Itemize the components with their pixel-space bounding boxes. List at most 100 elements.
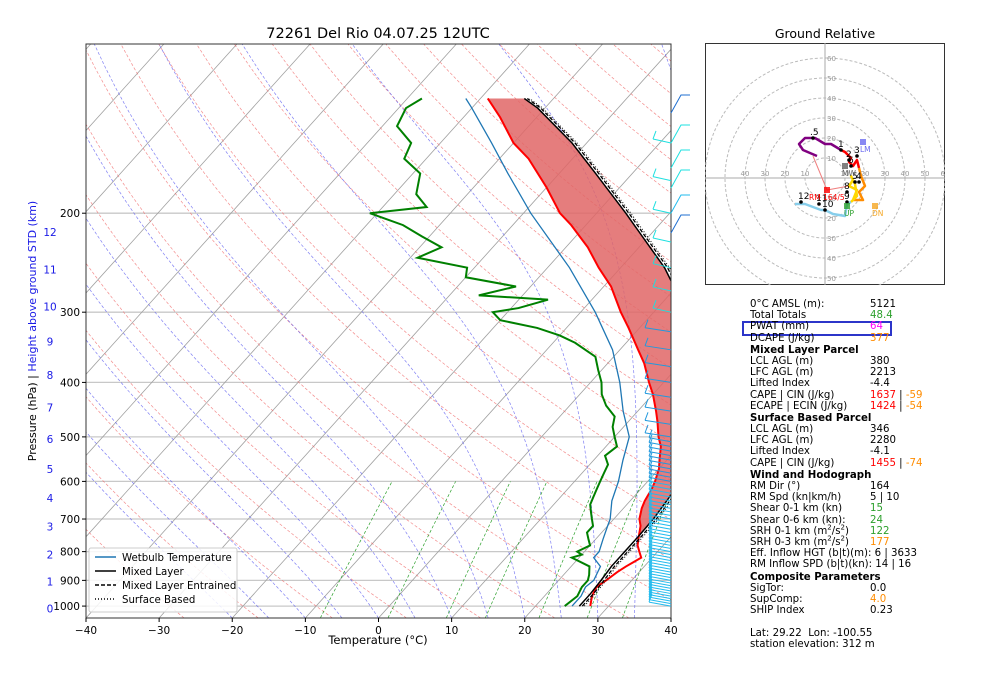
hodograph-point (847, 158, 851, 162)
stat-ml-li: Lifted Index -4.4 (750, 378, 890, 390)
wind-barb (648, 492, 672, 498)
wind-barb (648, 464, 672, 470)
hodograph-ring-label: 50 (921, 170, 930, 178)
profile-dewpoint (369, 97, 619, 607)
stat-srh-01: SRH 0-1 km (m2/s2) 122 (750, 523, 890, 537)
hodograph-ring-label: 30 (827, 115, 836, 123)
wind-barb (648, 573, 672, 579)
wind-barb-flag (644, 424, 649, 434)
hodograph-segment (847, 174, 859, 203)
dry-adiabat (234, 44, 671, 443)
isotherm (86, 44, 530, 538)
x-tick-label: −10 (294, 625, 316, 637)
stat-sigtor: SigTor: 0.0 (750, 582, 887, 594)
stat-value: 5121 (870, 299, 896, 310)
wind-barb (644, 377, 672, 383)
wind-barb (644, 327, 672, 333)
skew-t-chart: 72261 Del Rio 04.07.25 12UTC −40 −30 −20 −1… (26, 26, 690, 647)
wind-barb (648, 591, 672, 597)
wind-barb (652, 263, 672, 269)
wind-barb-flag (648, 523, 653, 533)
isotherm (451, 373, 671, 618)
wind-barb (644, 362, 672, 368)
wind-barbs (644, 94, 690, 607)
wind-barb (648, 517, 672, 523)
mixing-ratio-line (586, 481, 643, 618)
hodograph-segment (853, 167, 867, 202)
pressure-tick-label: 600 (60, 476, 80, 488)
hodograph-point (817, 202, 821, 206)
y-axis-label-pressure: Pressure (hPa) (26, 382, 39, 461)
wind-barb-flag (648, 530, 653, 539)
hodograph-ring-label: 10 (827, 195, 836, 203)
isotherm (670, 617, 671, 618)
wind-barb (648, 559, 672, 565)
wind-barb-flag (648, 554, 653, 563)
wind-barb-flag (652, 278, 657, 288)
hodograph-point (799, 200, 803, 204)
hodograph-marker (844, 203, 850, 209)
wind-barb-flag (652, 229, 657, 239)
wind-barb (648, 594, 672, 600)
y-axis-label-height: Height above ground STD (km) (26, 201, 39, 372)
height-tick-label: 9 (47, 336, 54, 348)
stat-ml-lfc: LFC AGL (m) 2213 (750, 367, 896, 379)
wind-barb (648, 601, 672, 607)
isotherm (86, 44, 457, 457)
pressure-tick-label: 900 (60, 575, 80, 587)
moist-adiabat (351, 44, 599, 618)
hodograph-ring-label: 50 (827, 275, 836, 283)
stat-eff-inflow-hgt: Eff. Inflow HGT (b|t)(m): 6 | 3633 (750, 548, 917, 560)
isotherm (86, 44, 238, 213)
wind-barb-flag (652, 130, 657, 140)
height-tick-label: 3 (47, 522, 54, 534)
hodograph-ring-label: 20 (781, 170, 790, 178)
mixing-ratio-line (484, 481, 548, 618)
moist-adiabat (93, 44, 489, 618)
hodograph-point (849, 164, 853, 168)
x-axis-label: Temperature (°C) (327, 633, 427, 647)
hodograph-point-label: 4 (856, 172, 862, 182)
wind-barb-flag (648, 568, 653, 577)
x-tick-label: −20 (221, 625, 243, 637)
stat-dcape: DCAPE (J/kg) 377 (750, 332, 890, 344)
wind-barb (648, 561, 672, 567)
hodograph-ring-label: 40 (741, 170, 750, 178)
wind-barb-flag (648, 542, 653, 551)
dry-adiabat (120, 44, 671, 560)
wind-barb (648, 521, 672, 527)
hodograph-marker-label: UP (844, 209, 854, 218)
x-tick-label: −30 (148, 625, 170, 637)
moist-adiabat (241, 44, 562, 618)
hodograph-title: Ground Relative (774, 26, 876, 41)
hodograph-point-label: 3 (854, 146, 860, 156)
stat-rm-spd: RM Spd (kn|km/h) 5 | 10 (750, 492, 900, 504)
hodograph-point (823, 208, 827, 212)
profile-mixed-layer (523, 97, 671, 607)
legend: Wetbulb Temperature Mixed Layer Mixed Laye… (88, 547, 238, 613)
wind-barb-flag (644, 385, 649, 394)
hodograph-point-label: 8 (844, 182, 850, 192)
background-lines (86, 44, 671, 618)
wind-barb-upper (670, 94, 690, 114)
legend-label: Wetbulb Temperature (122, 553, 232, 564)
wind-barb (648, 528, 672, 534)
wind-barb (644, 432, 672, 438)
pressure-tick-label: 1000 (53, 601, 80, 613)
hodograph-ring-label: 50 (827, 75, 836, 83)
wind-barb (648, 570, 672, 576)
wind-barb (648, 472, 672, 478)
wind-barb (648, 451, 672, 457)
wind-barb (648, 484, 672, 490)
wind-barb-flag (644, 319, 649, 328)
wind-barb-flag (648, 570, 653, 580)
wind-barb (648, 460, 672, 466)
height-tick-label: 12 (43, 227, 56, 239)
stat-ship: SHIP Index 0.23 (750, 605, 893, 617)
hodograph-marker-label: MW (842, 169, 856, 178)
hodograph-point-label: 1 (838, 140, 844, 150)
wind-barb-flag (648, 578, 653, 588)
isotherm (86, 44, 384, 375)
hodograph-point-label: 9 (844, 192, 850, 202)
stat-supcomp: SupComp: 4.0 (750, 593, 887, 605)
